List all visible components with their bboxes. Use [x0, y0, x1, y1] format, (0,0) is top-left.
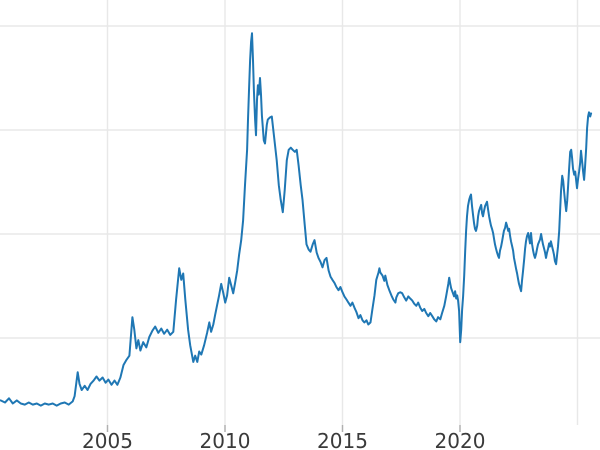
price-line: [0, 32, 593, 407]
x-tick-label-2010: 2010: [200, 429, 251, 450]
x-tick-label-2005: 2005: [82, 429, 133, 450]
gridlines: [0, 0, 600, 425]
x-tick-label-2015: 2015: [317, 429, 368, 450]
x-axis-ticks: [106, 425, 461, 432]
x-tick-label-2020: 2020: [435, 429, 486, 450]
x-axis-tick-labels: 2005 2010 2015 2020: [82, 429, 485, 450]
